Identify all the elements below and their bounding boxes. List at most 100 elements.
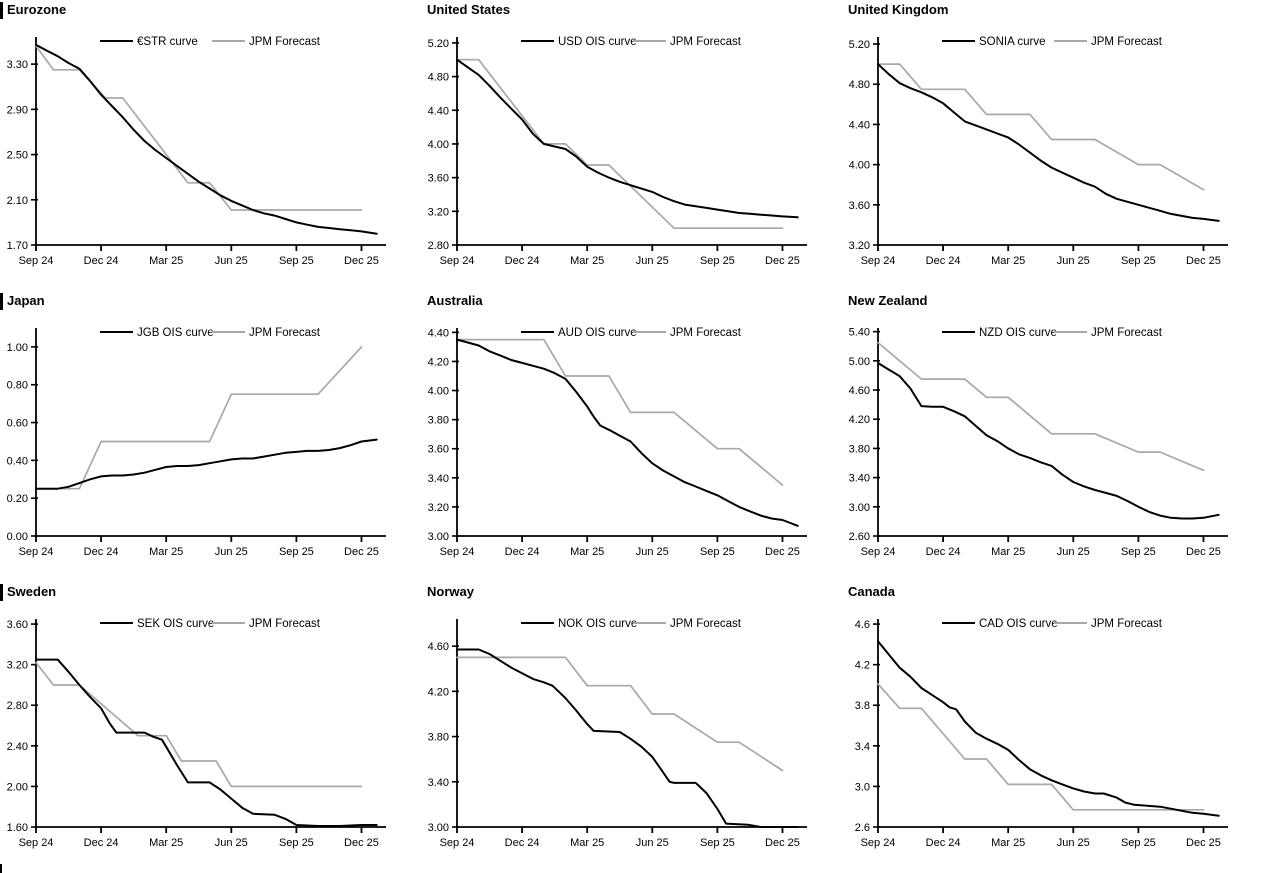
y-tick-label: 4.6 — [855, 619, 870, 631]
x-tick-label: Jun 25 — [1057, 837, 1090, 849]
y-tick-label: 3.00 — [428, 531, 449, 543]
chart-title: United Kingdom — [848, 2, 949, 17]
y-tick-label: 2.00 — [7, 781, 28, 793]
legend-label-forecast: JPM Forecast — [670, 618, 742, 630]
y-tick-label: 4.20 — [428, 686, 449, 698]
y-tick-label: 3.20 — [7, 660, 28, 672]
y-tick-label: 5.20 — [849, 39, 870, 51]
ois-curve-line — [456, 58, 799, 219]
y-tick-label: 3.4 — [855, 741, 870, 753]
line-chart-eurozone: 1.70 2.10 2.50 2.90 3.30 Sep 24 Dec 24 Mar 25 Ju… — [0, 21, 420, 289]
x-tick-label: Sep 24 — [19, 546, 54, 558]
chart-title: New Zealand — [848, 293, 928, 308]
chart-panel-sweden: Sweden 1.60 2.00 2.40 2.80 3.20 3.60 Sep 24 Dec… — [0, 582, 421, 873]
x-tick-label: Mar 25 — [570, 255, 604, 267]
y-tick-label: 3.80 — [849, 443, 870, 455]
x-tick-label: Sep 24 — [861, 255, 896, 267]
ois-curve-line — [35, 658, 378, 827]
legend-label-curve: SEK OIS curve — [137, 618, 214, 630]
line-chart-united-kingdom: 3.20 3.60 4.00 4.40 4.80 5.20 Sep 24 Dec 24 Mar … — [842, 21, 1262, 289]
x-tick-label: Dec 24 — [505, 837, 540, 849]
chart-canvas: 0.00 0.20 0.40 0.60 0.80 1.00 Sep 24 Dec 24 Mar … — [7, 327, 386, 558]
x-tick-label: Dec 24 — [84, 837, 119, 849]
y-tick-label: 4.80 — [849, 79, 870, 91]
y-tick-label: 3.40 — [428, 777, 449, 789]
chart-canvas: 2.60 3.00 3.40 3.80 4.20 4.60 5.00 5.40 Sep 24 De… — [849, 327, 1228, 558]
chart-panel-australia: Australia 3.00 3.20 3.40 3.60 3.80 4.00 4.20 4.… — [421, 291, 842, 582]
y-tick-label: 4.80 — [428, 72, 449, 84]
x-tick-label: Dec 24 — [505, 255, 540, 267]
x-tick-label: Dec 24 — [926, 255, 961, 267]
y-tick-label: 4.40 — [849, 119, 870, 131]
line-chart-australia: 3.00 3.20 3.40 3.60 3.80 4.00 4.20 4.40 Sep 24 De… — [421, 312, 841, 580]
forecast-line — [35, 45, 363, 211]
forecast-line — [877, 63, 1205, 191]
chart-title: Japan — [7, 293, 45, 308]
chart-canvas: 3.00 3.20 3.40 3.60 3.80 4.00 4.20 4.40 Sep 24 De… — [428, 327, 807, 558]
ois-curve-line — [35, 438, 378, 490]
page-edge-mark — [0, 864, 2, 873]
ois-curve-line — [456, 338, 799, 527]
legend-label-curve: USD OIS curve — [558, 36, 637, 48]
y-tick-label: 4.40 — [428, 105, 449, 117]
y-tick-label: 0.80 — [7, 380, 28, 392]
chart-canvas: 2.6 3.0 3.4 3.8 4.2 4.6 Sep 24 Dec 24 Mar 25 Jun … — [855, 618, 1228, 849]
x-tick-label: Mar 25 — [570, 546, 604, 558]
y-tick-label: 3.40 — [849, 473, 870, 485]
y-tick-label: 4.2 — [855, 660, 870, 672]
y-tick-label: 3.80 — [428, 415, 449, 427]
x-tick-label: Mar 25 — [149, 255, 183, 267]
y-tick-label: 3.20 — [849, 240, 870, 252]
y-tick-label: 2.80 — [7, 700, 28, 712]
y-tick-label: 4.00 — [428, 386, 449, 398]
y-tick-label: 4.40 — [428, 327, 449, 339]
y-tick-label: 4.20 — [849, 414, 870, 426]
line-chart-norway: 3.00 3.40 3.80 4.20 4.60 Sep 24 Dec 24 Mar 25 Ju… — [421, 603, 841, 871]
x-tick-label: Mar 25 — [149, 837, 183, 849]
legend-label-curve: JGB OIS curve — [137, 327, 214, 339]
y-tick-label: 1.60 — [7, 822, 28, 834]
chart-panel-united-states: United States 2.80 3.20 3.60 4.00 4.40 4.80 5.… — [421, 0, 842, 291]
x-tick-label: Sep 24 — [440, 546, 475, 558]
legend-label-curve: NOK OIS curve — [558, 618, 637, 630]
line-chart-sweden: 1.60 2.00 2.40 2.80 3.20 3.60 Sep 24 Dec 24 Mar … — [0, 603, 420, 871]
y-tick-label: 4.60 — [428, 641, 449, 653]
y-tick-label: 3.00 — [428, 822, 449, 834]
y-tick-label: 0.40 — [7, 455, 28, 467]
x-tick-label: Sep 25 — [1121, 255, 1156, 267]
ois-curve-line — [877, 640, 1220, 817]
legend-label-curve: AUD OIS curve — [558, 327, 637, 339]
forecast-line — [35, 661, 363, 788]
line-chart-canada: 2.6 3.0 3.4 3.8 4.2 4.6 Sep 24 Dec 24 Mar 25 Jun … — [842, 603, 1262, 871]
chart-title: Canada — [848, 584, 895, 599]
y-tick-label: 2.90 — [7, 104, 28, 116]
legend-label-forecast: JPM Forecast — [249, 618, 321, 630]
y-tick-label: 4.60 — [849, 385, 870, 397]
y-tick-label: 3.20 — [428, 206, 449, 218]
x-tick-label: Sep 24 — [19, 255, 54, 267]
x-tick-label: Dec 25 — [1186, 255, 1221, 267]
x-tick-label: Dec 24 — [926, 546, 961, 558]
chart-canvas: 3.20 3.60 4.00 4.40 4.80 5.20 Sep 24 Dec 24 Mar … — [849, 36, 1228, 267]
legend-label-forecast: JPM Forecast — [1091, 36, 1163, 48]
y-tick-label: 5.00 — [849, 356, 870, 368]
chart-title: Sweden — [7, 584, 57, 599]
x-tick-label: Dec 25 — [1186, 546, 1221, 558]
x-tick-label: Sep 25 — [700, 255, 735, 267]
forecast-line — [877, 341, 1205, 472]
ois-curve-line — [877, 362, 1220, 520]
legend-label-forecast: JPM Forecast — [249, 327, 321, 339]
legend-label-curve: CAD OIS curve — [979, 618, 1058, 630]
chart-panel-norway: Norway 3.00 3.40 3.80 4.20 4.60 Sep 24 Dec 24 M… — [421, 582, 842, 873]
y-tick-label: 3.8 — [855, 700, 870, 712]
chart-panel-japan: Japan 0.00 0.20 0.40 0.60 0.80 1.00 Sep 24 Dec … — [0, 291, 421, 582]
x-tick-label: Mar 25 — [991, 255, 1025, 267]
x-tick-label: Dec 24 — [84, 255, 119, 267]
y-tick-label: 2.60 — [849, 531, 870, 543]
x-tick-label: Mar 25 — [149, 546, 183, 558]
x-tick-label: Dec 25 — [765, 546, 800, 558]
forecast-line — [456, 656, 784, 772]
x-tick-label: Sep 25 — [279, 546, 314, 558]
y-tick-label: 3.60 — [7, 619, 28, 631]
